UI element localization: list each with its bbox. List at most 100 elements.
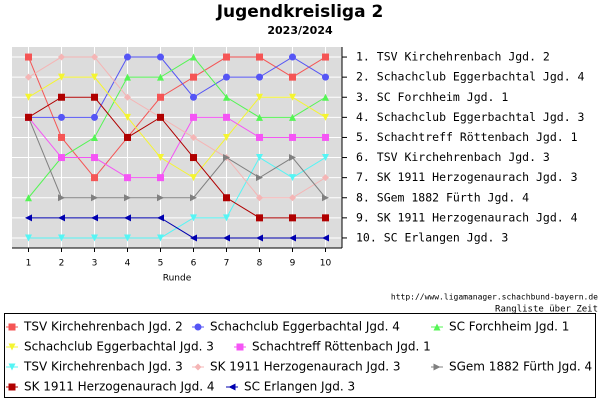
data-point xyxy=(25,53,32,61)
data-point xyxy=(190,133,197,141)
series-line xyxy=(28,217,326,239)
data-point xyxy=(289,174,296,182)
legend-marker xyxy=(8,363,16,371)
data-point xyxy=(124,113,131,121)
data-point xyxy=(289,113,296,121)
data-point xyxy=(58,53,65,61)
legend-label: SK 1911 Herzogenaurach Jgd. 4 xyxy=(24,380,215,394)
data-point xyxy=(289,133,296,141)
data-point xyxy=(289,154,296,162)
legend-marker xyxy=(8,323,16,331)
data-point xyxy=(223,194,230,202)
data-point xyxy=(58,113,65,121)
data-point xyxy=(256,93,263,101)
legend-marker xyxy=(228,383,236,391)
data-point xyxy=(124,214,131,222)
y-tick-label: 1. TSV Kirchehrenbach Jgd. 2 xyxy=(356,50,550,64)
legend-label: SK 1911 Herzogenaurach Jgd. 3 xyxy=(210,360,401,374)
data-point xyxy=(58,234,65,242)
data-point xyxy=(58,214,65,222)
data-point xyxy=(322,154,329,162)
data-point xyxy=(157,93,164,101)
data-point xyxy=(157,53,164,61)
data-point xyxy=(157,194,164,202)
data-point xyxy=(157,113,164,121)
data-point xyxy=(223,154,230,162)
data-point xyxy=(256,194,263,202)
data-point xyxy=(25,113,32,121)
legend-label: TSV Kirchehrenbach Jgd. 3 xyxy=(23,360,183,374)
data-point xyxy=(91,174,98,182)
data-point xyxy=(256,174,263,182)
data-point xyxy=(190,194,197,202)
data-point xyxy=(91,73,98,81)
data-point xyxy=(256,53,263,61)
data-point xyxy=(58,133,65,141)
data-point xyxy=(58,194,65,202)
data-point xyxy=(25,93,32,101)
data-point xyxy=(25,194,32,202)
data-point xyxy=(256,234,263,242)
series-line xyxy=(28,56,326,118)
y-tick-label: 2. Schachclub Eggerbachtal Jgd. 4 xyxy=(356,70,585,84)
data-point xyxy=(91,194,98,202)
data-point xyxy=(190,154,197,162)
data-point xyxy=(223,113,230,121)
legend-label: TSV Kirchehrenbach Jgd. 2 xyxy=(23,320,183,334)
data-point xyxy=(91,214,98,222)
legend-box xyxy=(4,313,596,398)
x-tick-label: 10 xyxy=(320,259,332,269)
legend-marker xyxy=(8,383,16,391)
series-line xyxy=(28,117,326,199)
data-point xyxy=(124,234,131,242)
data-point xyxy=(124,93,131,101)
data-point xyxy=(157,154,164,162)
x-axis-label: Runde xyxy=(163,274,192,284)
legend-label: SGem 1882 Fürth Jgd. 4 xyxy=(449,360,592,374)
data-point xyxy=(289,53,296,61)
y-tick-label: 5. Schachtreff Röttenbach Jgd. 1 xyxy=(356,130,578,144)
legend-label: Schachclub Eggerbachtal Jgd. 3 xyxy=(24,340,214,354)
legend-marker xyxy=(433,323,441,331)
data-point xyxy=(58,93,65,101)
data-point xyxy=(91,53,98,61)
y-tick-label: 6. TSV Kirchehrenbach Jgd. 3 xyxy=(356,150,550,164)
data-point xyxy=(157,214,164,222)
series-line xyxy=(28,116,326,179)
data-point xyxy=(223,53,230,61)
legend-label: Schachtreff Röttenbach Jgd. 1 xyxy=(252,340,431,354)
data-point xyxy=(25,234,32,242)
data-point xyxy=(322,73,329,81)
x-tick-label: 4 xyxy=(125,259,131,269)
data-point xyxy=(190,93,197,101)
data-point xyxy=(289,214,296,222)
data-point xyxy=(256,214,263,222)
data-point xyxy=(157,73,164,81)
data-point xyxy=(190,53,197,61)
data-point xyxy=(157,234,164,242)
data-point xyxy=(91,133,98,141)
legend-marker xyxy=(433,363,441,371)
data-point xyxy=(190,234,197,242)
data-point xyxy=(322,174,329,182)
data-point xyxy=(289,234,296,242)
data-point xyxy=(157,174,164,182)
x-tick-label: 6 xyxy=(191,259,197,269)
data-point xyxy=(322,194,329,202)
data-point xyxy=(91,154,98,162)
data-point xyxy=(322,234,329,242)
x-tick-label: 8 xyxy=(257,259,263,269)
x-tick-label: 2 xyxy=(59,259,65,269)
x-tick-label: 3 xyxy=(92,259,98,269)
y-tick-label: 7. SK 1911 Herzogenaurach Jgd. 3 xyxy=(356,170,578,184)
y-tick-label: 4. Schachclub Eggerbachtal Jgd. 3 xyxy=(356,110,585,124)
x-tick-label: 1 xyxy=(26,259,32,269)
data-point xyxy=(256,154,263,162)
data-point xyxy=(124,53,131,61)
series-line xyxy=(28,56,326,199)
data-point xyxy=(256,133,263,141)
chart-title: Jugendkreisliga 2 xyxy=(216,2,384,22)
data-point xyxy=(25,73,32,81)
data-point xyxy=(289,194,296,202)
